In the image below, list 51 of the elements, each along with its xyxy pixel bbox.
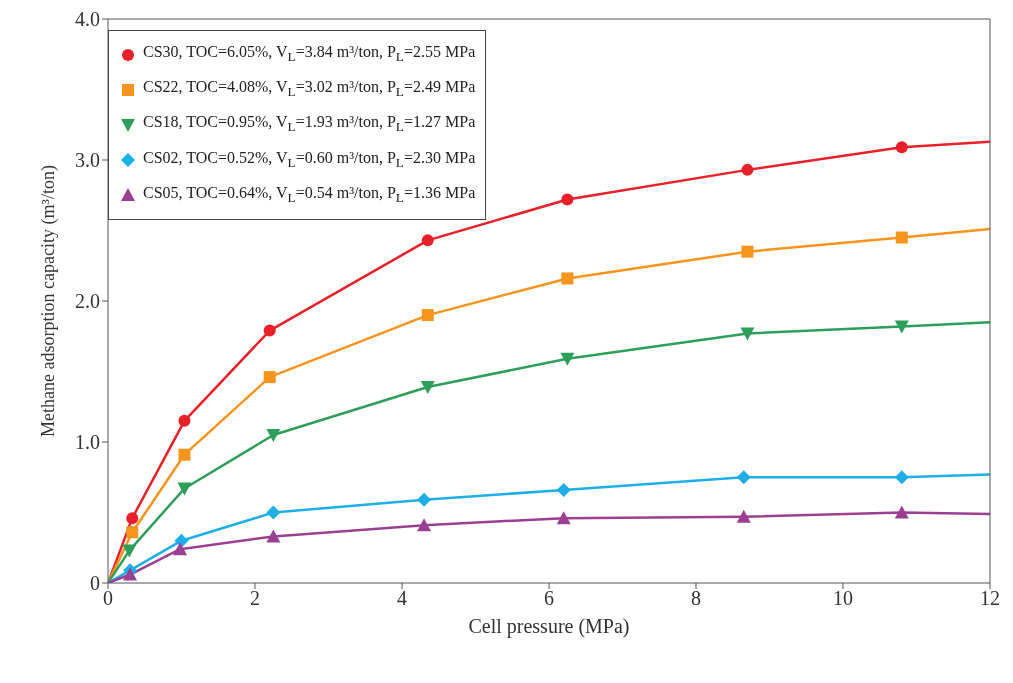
point: [894, 505, 909, 519]
point: [266, 505, 281, 520]
point: [263, 324, 276, 337]
x-tick-label: 12: [980, 587, 1000, 610]
point: [894, 470, 909, 485]
x-tick-label: 4: [397, 587, 407, 610]
point: [263, 371, 276, 384]
point: [266, 529, 281, 543]
legend-label: CS05, TOC=0.64%, V$_{L}$=0.54 m³/ton, P$_{L}$=1.36 MPa: [143, 182, 476, 207]
point: [894, 320, 909, 334]
point: [556, 482, 571, 497]
point: [895, 231, 908, 244]
point: [126, 512, 139, 525]
x-tick-label: 10: [833, 587, 853, 610]
y-tick-label: 3.0: [75, 149, 100, 172]
legend-label: CS30, TOC=6.05%, V$_{L}$=3.84 m³/ton, P$_{L}$=2.55 MPa: [143, 42, 476, 67]
x-tick-label: 6: [544, 587, 554, 610]
y-tick-label: 4.0: [75, 8, 100, 31]
y-tick-label: 0: [90, 572, 100, 595]
point: [561, 193, 574, 206]
x-tick-label: 8: [691, 587, 701, 610]
point: [740, 327, 755, 341]
point: [421, 234, 434, 247]
point: [736, 509, 751, 523]
point: [173, 542, 188, 556]
point: [123, 567, 138, 581]
legend-label: CS22, TOC=4.08%, V$_{L}$=3.02 m³/ton, P$_{L}$=2.49 MPa: [143, 77, 476, 102]
x-axis-title: Cell pressure (MPa): [468, 615, 630, 638]
point: [177, 482, 192, 496]
legend-label: CS18, TOC=0.95%, V$_{L}$=1.93 m³/ton, P$_{L}$=1.27 MPa: [143, 112, 476, 137]
point: [126, 526, 139, 539]
point: [417, 492, 432, 507]
y-tick-label: 1.0: [75, 431, 100, 454]
point: [736, 470, 751, 485]
point: [178, 448, 191, 461]
point: [178, 414, 191, 427]
point: [741, 163, 754, 176]
point: [560, 352, 575, 366]
y-axis-title: Methane adsorption capacity (m³/ton): [38, 165, 60, 437]
x-tick-label: 2: [250, 587, 260, 610]
legend-label: CS02, TOC=0.52%, V$_{L}$=0.60 m³/ton, P$_{L}$=2.30 MPa: [143, 147, 476, 172]
point: [556, 511, 571, 525]
point: [895, 141, 908, 154]
point: [122, 544, 137, 558]
point: [420, 381, 435, 395]
point: [421, 309, 434, 322]
y-tick-label: 2.0: [75, 290, 100, 313]
point: [561, 272, 574, 285]
point: [266, 428, 281, 442]
point: [741, 245, 754, 258]
point: [417, 518, 432, 532]
